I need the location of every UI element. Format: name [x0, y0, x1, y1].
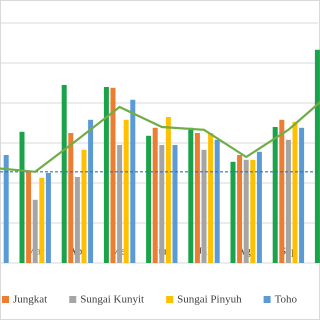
bar — [45, 173, 51, 263]
bar — [279, 119, 285, 263]
bar — [3, 155, 9, 263]
bar — [243, 159, 249, 263]
bar — [110, 87, 116, 263]
bar — [237, 155, 243, 263]
bar — [39, 177, 45, 263]
trend-line — [0, 100, 320, 173]
bar — [117, 145, 123, 263]
bar — [26, 171, 32, 263]
bar — [250, 159, 256, 263]
bar — [272, 127, 278, 263]
bar — [130, 99, 136, 263]
legend-swatch — [2, 296, 9, 303]
bar — [165, 117, 171, 263]
bar — [123, 119, 129, 263]
bar — [159, 145, 165, 263]
legend-swatch — [263, 296, 271, 303]
bar — [74, 177, 80, 263]
bar — [88, 119, 94, 263]
bar — [152, 127, 158, 263]
bar — [214, 139, 220, 263]
bar — [285, 139, 291, 263]
bar — [103, 87, 109, 263]
legend-swatch — [69, 296, 77, 303]
bar — [201, 149, 207, 263]
legend-label: Sungai Kunyit — [80, 294, 144, 306]
bar — [32, 199, 38, 263]
bar — [256, 151, 262, 263]
bar — [208, 133, 214, 263]
bar — [314, 49, 320, 263]
legend-label: Sungai Pinyuh — [177, 294, 242, 306]
bar — [81, 149, 87, 263]
bar — [299, 127, 305, 263]
bar — [194, 133, 200, 263]
legend-label: Toho — [275, 294, 298, 306]
bar — [230, 161, 236, 263]
legend-swatch — [166, 296, 174, 303]
bar — [188, 127, 194, 263]
bar — [19, 131, 25, 263]
legend-label: Jungkat — [13, 294, 47, 306]
bar — [61, 85, 67, 263]
bar — [68, 133, 74, 263]
bar — [292, 121, 298, 263]
bar — [172, 145, 178, 263]
bar — [146, 135, 152, 263]
